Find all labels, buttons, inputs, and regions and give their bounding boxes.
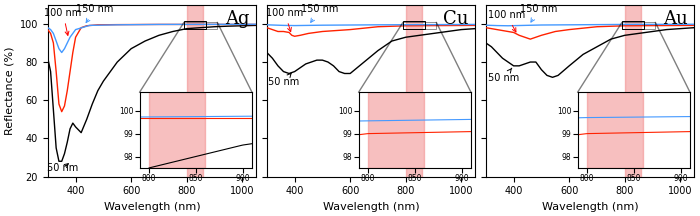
Text: 50 nm: 50 nm	[48, 163, 78, 173]
Text: 150 nm: 150 nm	[301, 4, 338, 22]
Text: Au: Au	[663, 10, 688, 28]
Bar	[622, 22, 655, 29]
Text: Cu: Cu	[444, 10, 469, 28]
Text: 50 nm: 50 nm	[268, 73, 299, 87]
X-axis label: Wavelength (nm): Wavelength (nm)	[104, 202, 200, 212]
Bar	[184, 21, 206, 29]
Bar	[403, 22, 436, 29]
Text: Ag: Ag	[225, 10, 250, 28]
Bar	[184, 22, 217, 29]
Bar	[406, 5, 422, 176]
Text: 100 nm: 100 nm	[45, 8, 82, 35]
Text: 100 nm: 100 nm	[488, 10, 525, 32]
X-axis label: Wavelength (nm): Wavelength (nm)	[542, 202, 638, 212]
Bar	[187, 5, 204, 176]
Text: 150 nm: 150 nm	[520, 4, 557, 22]
Y-axis label: Reflectance (%): Reflectance (%)	[4, 46, 14, 135]
Bar	[403, 21, 425, 29]
Text: 150 nm: 150 nm	[76, 4, 113, 23]
Text: 100 nm: 100 nm	[266, 8, 304, 32]
Text: 50 nm: 50 nm	[489, 68, 519, 83]
Bar	[625, 5, 641, 176]
X-axis label: Wavelength (nm): Wavelength (nm)	[323, 202, 419, 212]
Bar	[622, 21, 644, 29]
